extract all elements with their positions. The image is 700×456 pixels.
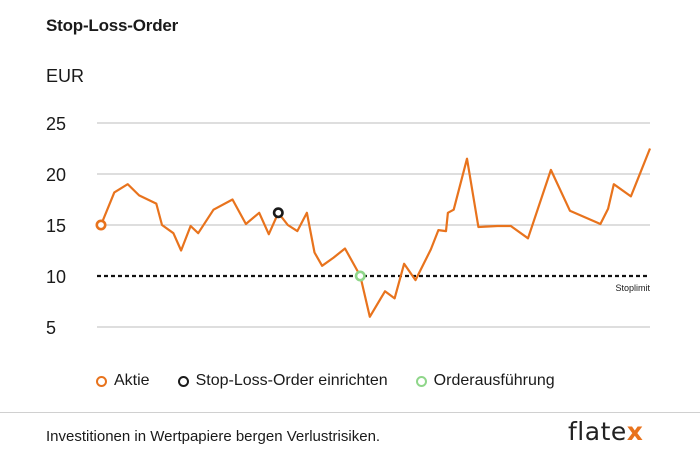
logo-accent: x <box>626 417 644 446</box>
marker-stop-loss-order <box>272 207 284 219</box>
risk-disclaimer: Investitionen in Wertpapiere bergen Verl… <box>46 428 381 445</box>
y-tick-label: 25 <box>46 114 66 134</box>
y-tick-label: 5 <box>46 318 56 338</box>
chart-title: Stop-Loss-Order <box>46 16 179 35</box>
y-tick-label: 15 <box>46 216 66 236</box>
marker-orderausfuehrung <box>354 270 366 282</box>
logo-text: flate <box>568 417 627 446</box>
legend-label-aktie: Aktie <box>114 372 150 389</box>
legend-marker-aktie <box>96 375 107 387</box>
legend-item-aktie: Aktie <box>96 372 150 390</box>
y-tick-label: 10 <box>46 267 66 287</box>
y-axis-label: EUR <box>46 66 84 86</box>
series-line-aktie <box>99 148 652 318</box>
y-tick-label: 20 <box>46 165 66 185</box>
legend-marker-stop-loss <box>177 375 189 387</box>
legend-item-orderausfuehrung: Orderausführung <box>415 372 555 390</box>
flatex-logo: flate x <box>568 417 643 446</box>
legend-marker-orderausfuehrung <box>415 375 427 387</box>
legend: Aktie Stop-Loss-Order einrichten Orderau… <box>96 372 583 390</box>
chart-area: EUR 5 10 15 20 25 Stoplimit <box>46 66 652 338</box>
footer-divider <box>0 412 700 413</box>
legend-label-stop-loss: Stop-Loss-Order einrichten <box>195 372 388 389</box>
stoplimit-label: Stoplimit <box>615 283 650 293</box>
marker-aktie <box>95 219 107 231</box>
legend-item-stop-loss: Stop-Loss-Order einrichten <box>177 372 388 390</box>
legend-label-orderausfuehrung: Orderausführung <box>433 372 555 389</box>
